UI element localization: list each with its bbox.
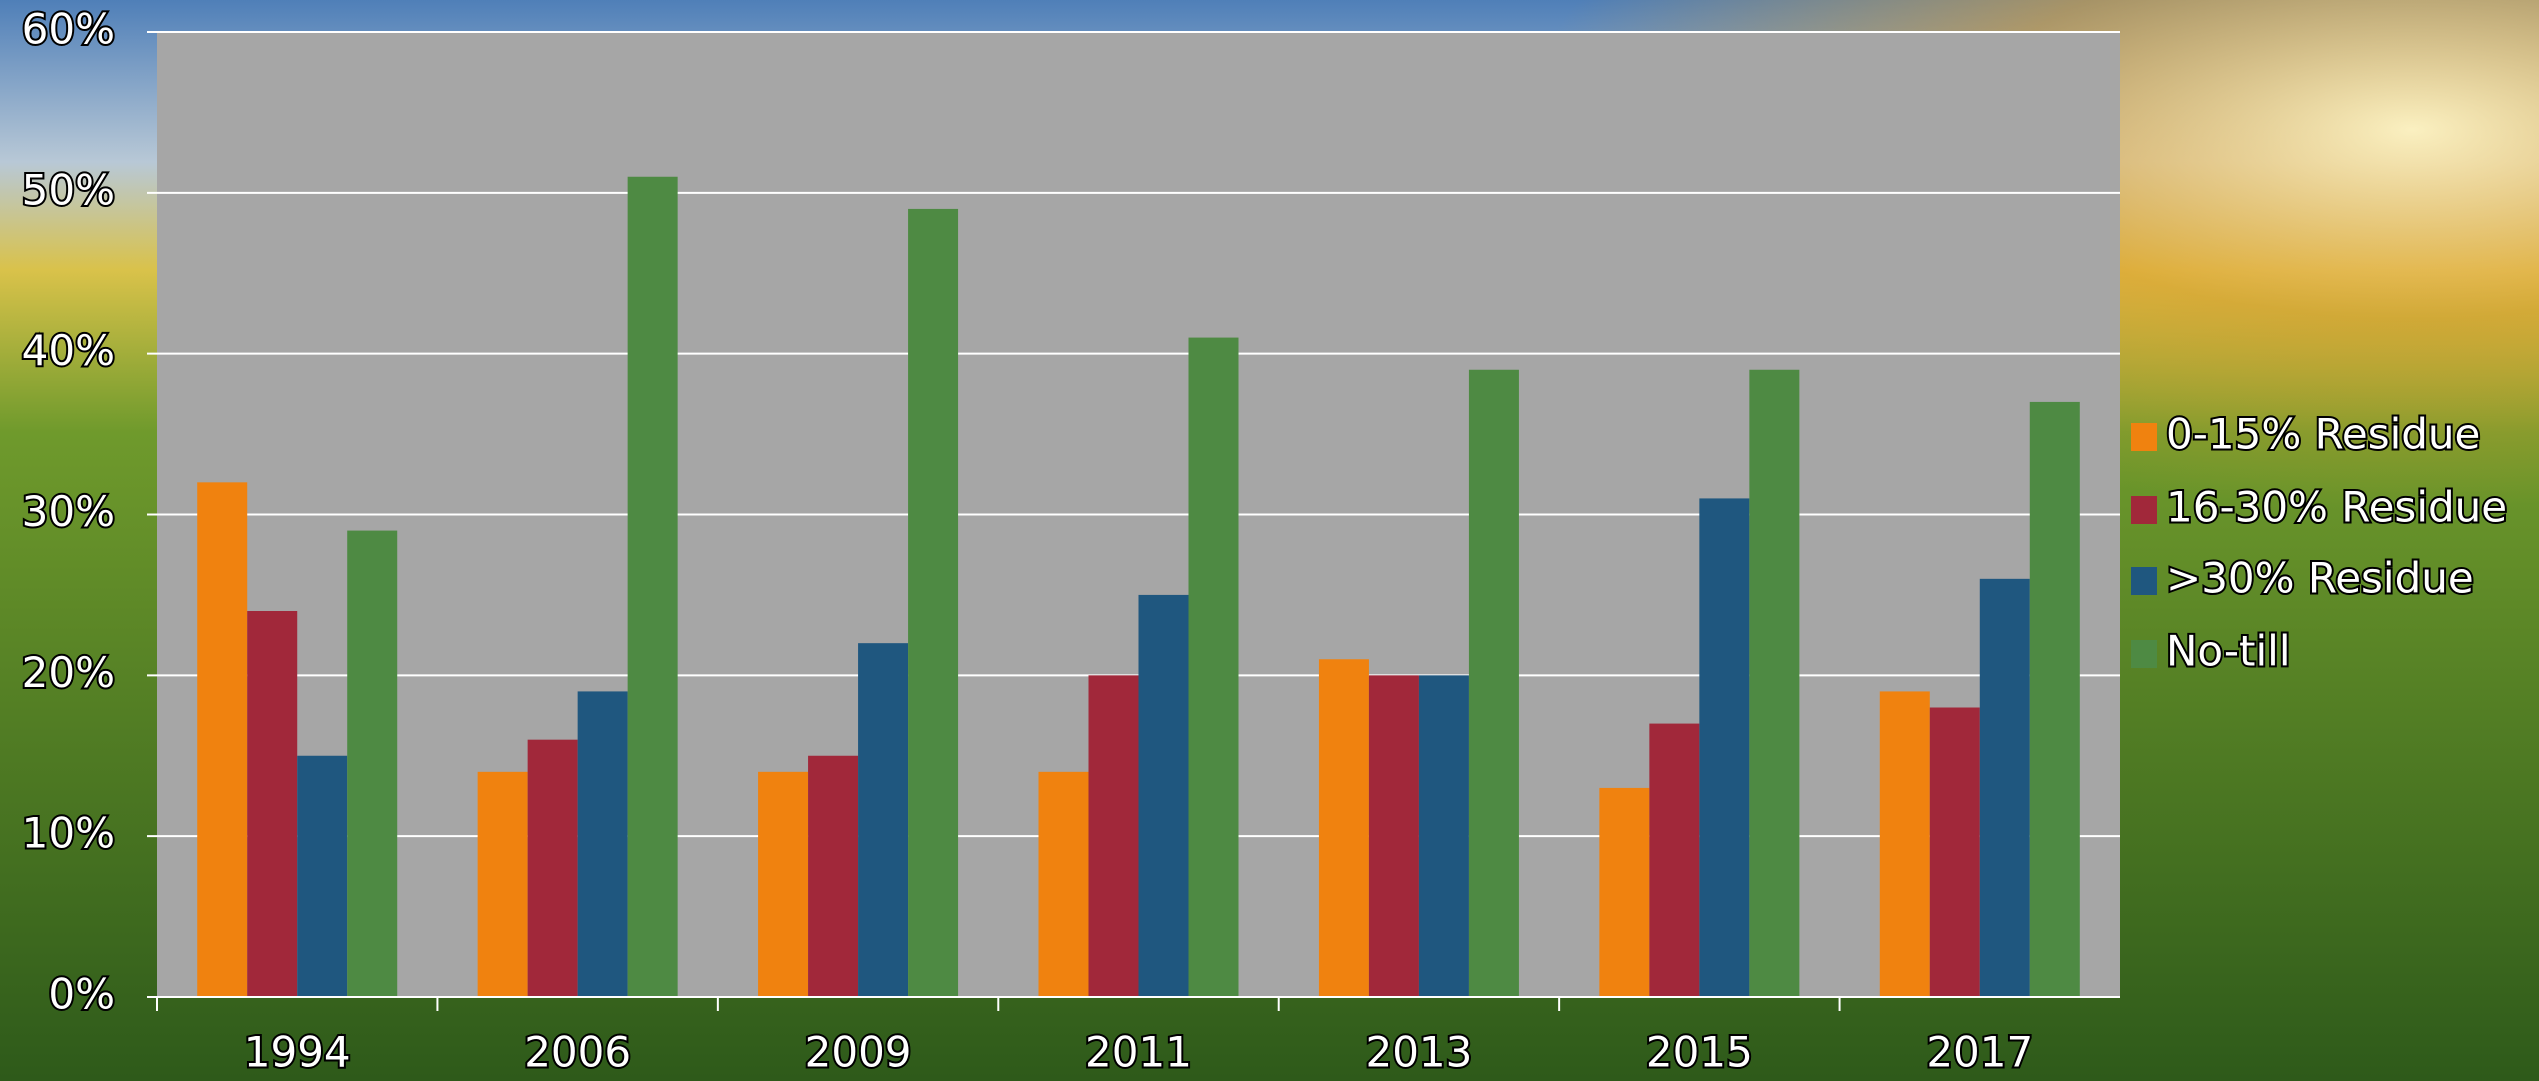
- x-tick-label: 2011: [1085, 1028, 1192, 1077]
- legend-swatch: [2131, 496, 2157, 524]
- bar: [1468, 369, 1519, 997]
- bar: [1699, 498, 1750, 997]
- bar: [1749, 369, 1800, 997]
- x-tick-label: 2006: [524, 1028, 631, 1077]
- legend-swatch: [2131, 567, 2157, 595]
- bar: [577, 691, 628, 997]
- bar: [1138, 594, 1189, 997]
- bar: [1929, 707, 1980, 997]
- x-tick-label: 2017: [1926, 1028, 2033, 1077]
- y-tick-label: 10%: [22, 809, 115, 858]
- bar: [1879, 691, 1930, 997]
- bar: [1979, 578, 2030, 997]
- y-tick-label: 20%: [22, 648, 115, 697]
- bar: [1368, 675, 1419, 997]
- bar: [2029, 401, 2080, 998]
- bar: [1088, 675, 1139, 997]
- x-tick-label: 2015: [1646, 1028, 1753, 1077]
- bar: [527, 739, 578, 997]
- bar: [1318, 659, 1369, 997]
- bar: [627, 176, 678, 997]
- bar: [197, 482, 248, 997]
- x-tick-label: 2009: [805, 1028, 912, 1077]
- legend-label: >30% Residue: [2166, 554, 2474, 603]
- legend-label: No-till: [2166, 627, 2291, 676]
- y-tick-label: 60%: [22, 5, 115, 54]
- bar: [1038, 771, 1089, 997]
- bar: [347, 530, 398, 997]
- legend-label: 16-30% Residue: [2166, 483, 2507, 532]
- bar: [1188, 337, 1239, 997]
- bar: [758, 771, 809, 997]
- bar: [247, 611, 298, 997]
- y-tick-label: 0%: [48, 970, 115, 1019]
- y-tick-label: 50%: [22, 165, 115, 214]
- y-tick-label: 30%: [22, 487, 115, 536]
- y-tick-label: 40%: [22, 326, 115, 375]
- bar: [908, 208, 959, 997]
- bar: [808, 755, 859, 997]
- bar: [1418, 675, 1469, 997]
- bar: [858, 643, 909, 997]
- legend-swatch: [2131, 640, 2157, 668]
- bar: [1649, 723, 1700, 997]
- legend-label: 0-15% Residue: [2166, 410, 2480, 459]
- x-tick-label: 1994: [244, 1028, 351, 1077]
- bar: [1599, 787, 1650, 997]
- bar: [297, 755, 348, 997]
- x-tick-label: 2013: [1365, 1028, 1472, 1077]
- bar: [477, 771, 528, 997]
- legend-swatch: [2131, 423, 2157, 451]
